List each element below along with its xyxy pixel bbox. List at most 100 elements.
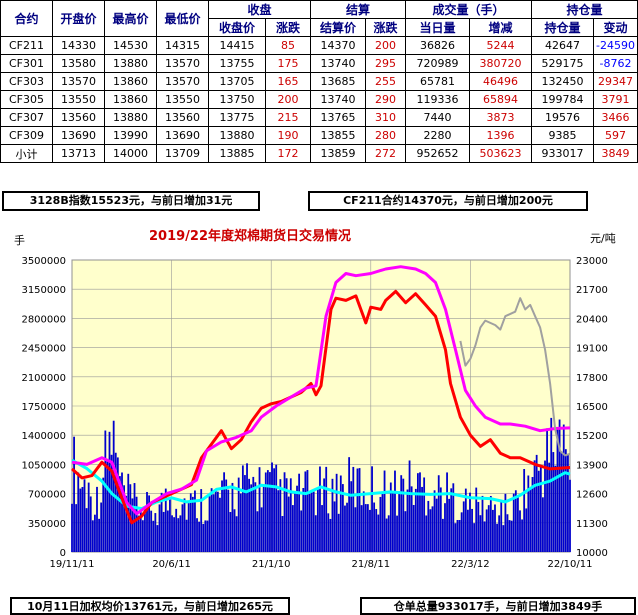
volume-bar [487,505,490,552]
volume-bar [510,520,513,552]
table-cell: CF309 [0,126,53,145]
volume-bar [348,457,351,552]
volume-bar [360,505,363,552]
header-settle-group: 结算 [310,0,406,19]
volume-bar [135,496,138,552]
volume-bar [525,508,528,552]
volume-bar [325,466,328,552]
volume-bar [91,520,94,552]
volume-bar [225,479,228,552]
table-cell: CF307 [0,108,53,127]
volume-bar [416,473,419,552]
table-row: CF307 13560 13880 13560 13775 215 13765 310 7440… [0,108,638,127]
volume-bar [375,509,378,552]
volume-bar [291,505,294,552]
table-body: CF211 14330 14530 14315 14415 85 14370 200 36826… [0,36,638,163]
y-right-tick-label: 17800 [576,373,608,384]
table-cell: 13860 [104,90,157,109]
volume-bar [327,513,330,552]
volume-bar [254,482,257,552]
table-cell: 42647 [531,36,594,55]
volume-bar [356,468,359,552]
volume-bar [473,523,476,552]
table-cell: 13709 [156,144,209,163]
table-cell: 14530 [104,36,157,55]
table-cell: 13880 [104,108,157,127]
header-volume-change: 增减 [469,18,532,37]
header-close-group: 收盘 [208,0,311,19]
volume-bar [150,510,153,552]
volume-bar [256,511,259,552]
volume-bar [94,514,96,552]
volume-bar [314,515,317,552]
volume-bar [441,518,444,552]
table-cell: 9385 [531,126,594,145]
volume-bar [560,451,563,552]
volume-bar [323,478,326,552]
header-oi-group: 持仓量 [531,0,638,19]
volume-bar [229,512,232,552]
volume-bar [475,487,478,552]
volume-bar [427,500,430,552]
volume-bar [73,436,75,552]
volume-bar [387,515,390,552]
table-cell: 13990 [104,126,157,145]
table-cell: 29347 [593,72,638,91]
volume-bar [210,488,213,552]
volume-bar [437,475,440,552]
volume-bar [362,491,365,552]
volume-bar [373,502,376,552]
volume-bar [531,477,534,552]
table-cell: 720989 [405,54,470,73]
header-volume-group: 成交量（手） [405,0,532,19]
volume-bar [335,473,338,552]
table-cell: 13885 [208,144,266,163]
chart-title: 2019/22年度郑棉期货日交易情况 [149,228,351,244]
table-cell: 13765 [310,108,366,127]
header-close-price: 收盘价 [208,18,266,37]
volume-bar [471,508,473,552]
y-left-tick-label: 0 [60,548,66,559]
table-cell: 503623 [469,144,532,163]
y-right-tick-label: 20400 [576,314,608,325]
y-right-label: 元/吨 [590,232,616,245]
volume-bar [87,482,90,552]
table-cell: 132450 [531,72,594,91]
volume-bar [304,471,307,552]
table-cell: 13550 [52,90,105,109]
volume-bar [450,488,453,552]
volume-bar [294,493,296,552]
table-cell: 1396 [469,126,532,145]
weighted-note: 10月11日加权均价13761元，与前日增加265元 [10,597,290,615]
volume-bar [216,491,219,552]
volume-bar [264,472,267,552]
table-cell: 13685 [310,72,366,91]
volume-bar [423,477,426,552]
header-oi: 持仓量 [531,18,594,37]
table-cell: 14315 [156,36,209,55]
table-cell: 3849 [593,144,638,163]
volume-bar [414,488,417,552]
header-settle-price: 结算价 [310,18,366,37]
volume-bar [562,424,565,552]
volume-bar [235,516,238,552]
table-cell: 13750 [208,90,266,109]
volume-bar [448,498,451,552]
volume-bar [500,501,503,552]
volume-bar [148,495,150,552]
volume-bar [125,495,128,552]
volume-bar [404,511,407,552]
table-row: CF301 13580 13880 13570 13755 175 13740 295 7209… [0,54,638,73]
volume-bar [71,503,73,552]
volume-bar [446,472,448,552]
table-cell: 119336 [405,90,470,109]
table-cell: 13713 [52,144,105,163]
volume-bar [421,486,423,552]
volume-bar [239,493,242,552]
table-cell: 13880 [208,126,266,145]
header-high: 最高价 [104,0,157,37]
volume-bar [281,516,284,552]
volume-bar [412,504,415,552]
table-cell: 3466 [593,108,638,127]
volume-bar [354,507,357,552]
